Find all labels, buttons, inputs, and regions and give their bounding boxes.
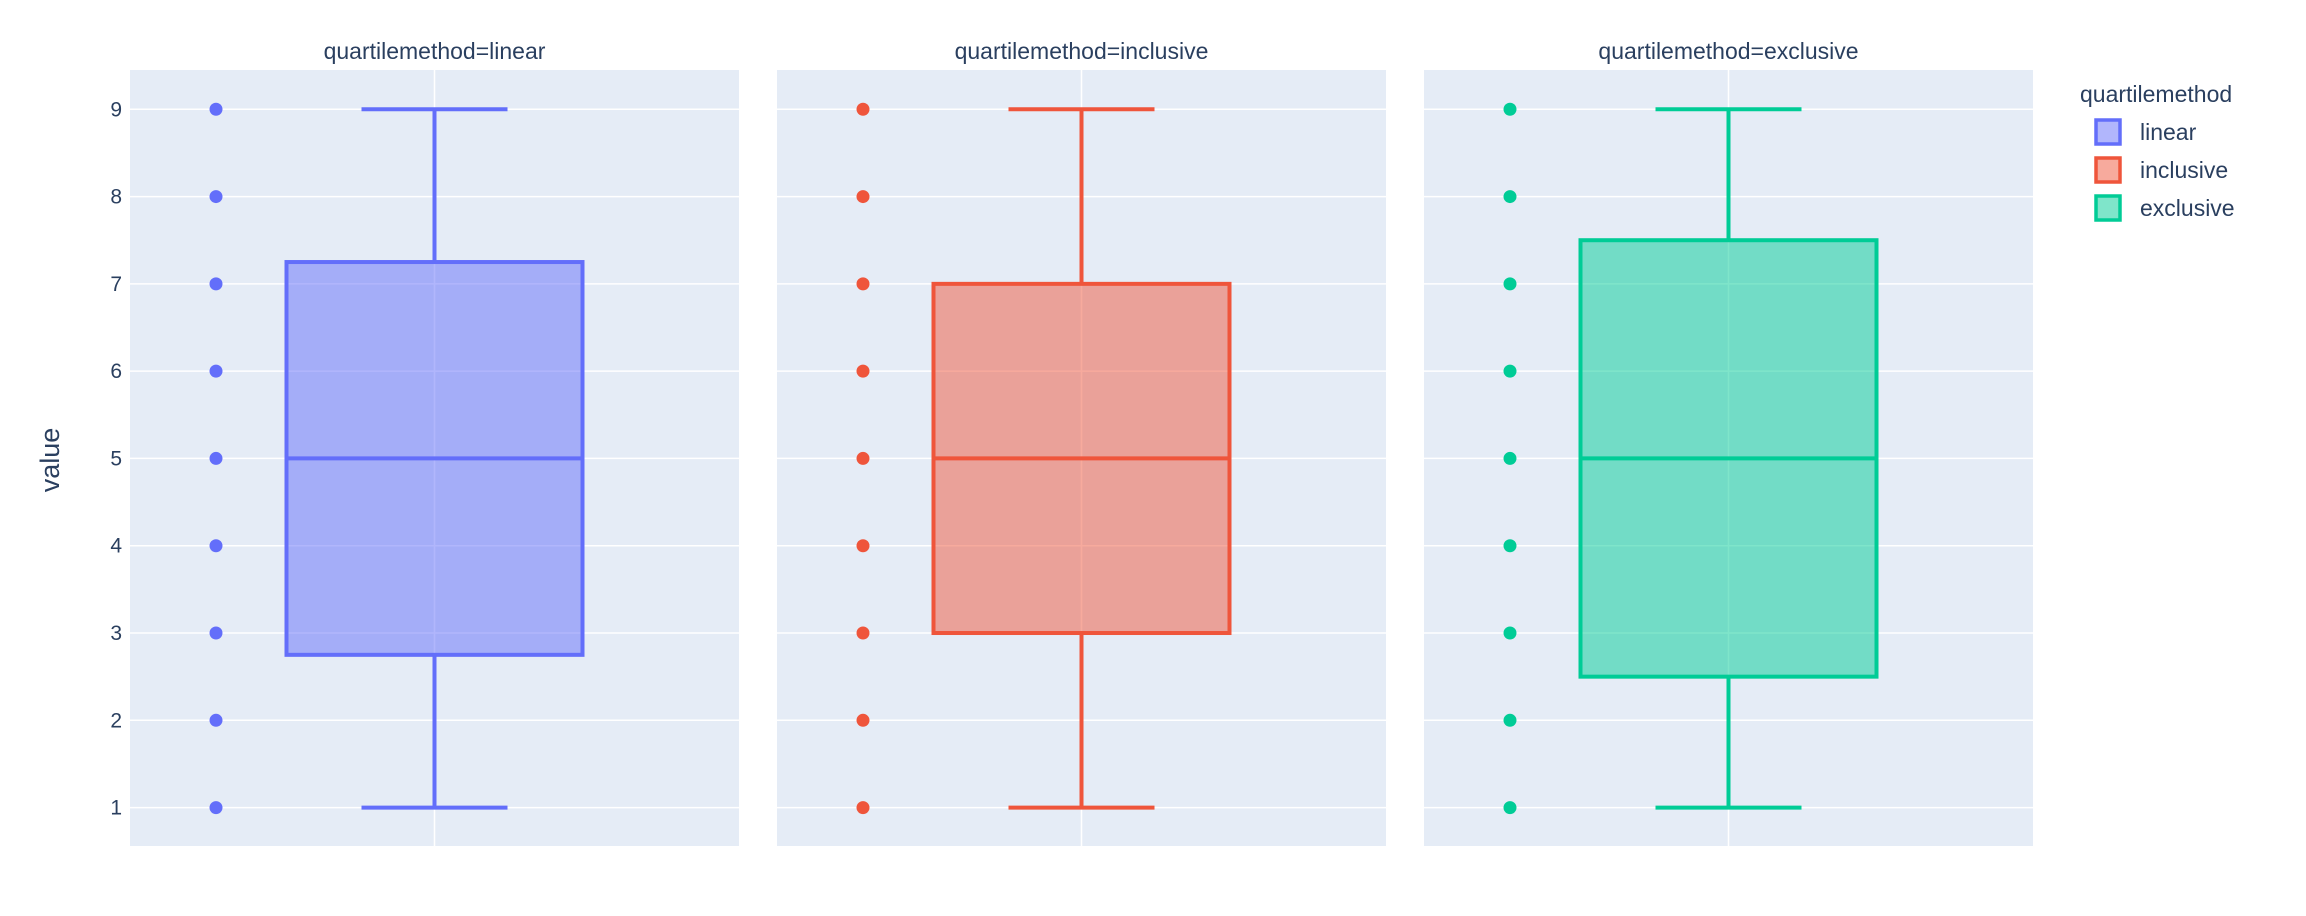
data-point[interactable] (856, 277, 870, 291)
legend-swatch (2094, 118, 2122, 146)
data-point[interactable] (856, 713, 870, 727)
legend-title: quartilemethod (2080, 81, 2232, 107)
panel-exclusive: quartilemethod=exclusive (1424, 38, 2033, 846)
data-point[interactable] (1503, 364, 1517, 378)
panel-title: quartilemethod=exclusive (1598, 38, 1858, 64)
data-point[interactable] (209, 801, 223, 815)
data-point[interactable] (856, 801, 870, 815)
panel-title: quartilemethod=inclusive (955, 38, 1209, 64)
legend[interactable]: quartilemethod linear inclusive exclusive (2080, 81, 2235, 222)
y-tick-label: 8 (110, 186, 122, 209)
data-point[interactable] (1503, 626, 1517, 640)
y-axis-label: value (35, 428, 65, 493)
data-point[interactable] (856, 626, 870, 640)
y-tick-label: 6 (110, 360, 122, 383)
y-tick-label: 4 (110, 535, 122, 558)
y-axis: 1 2 3 4 5 6 7 8 9 (110, 98, 122, 819)
y-tick-label: 7 (110, 273, 122, 296)
y-tick-label: 1 (110, 797, 122, 820)
data-point[interactable] (209, 190, 223, 204)
panels: quartilemethod=linear quartilemethod=incl… (130, 38, 2033, 846)
data-point[interactable] (856, 451, 870, 465)
y-tick-label: 2 (110, 709, 122, 732)
legend-swatch (2094, 156, 2122, 184)
legend-label: linear (2140, 119, 2197, 145)
data-point[interactable] (209, 364, 223, 378)
data-point[interactable] (1503, 539, 1517, 553)
data-point[interactable] (1503, 102, 1517, 116)
data-point[interactable] (856, 364, 870, 378)
data-point[interactable] (1503, 277, 1517, 291)
data-point[interactable] (209, 102, 223, 116)
panel-title: quartilemethod=linear (324, 38, 546, 64)
legend-label: exclusive (2140, 195, 2235, 221)
y-tick-label: 3 (110, 622, 122, 645)
panel-linear: quartilemethod=linear (130, 38, 739, 846)
data-point[interactable] (209, 451, 223, 465)
y-tick-label: 5 (110, 447, 122, 470)
data-point[interactable] (209, 277, 223, 291)
data-point[interactable] (1503, 451, 1517, 465)
data-point[interactable] (1503, 801, 1517, 815)
legend-item-linear[interactable]: linear (2094, 118, 2197, 146)
data-point[interactable] (856, 102, 870, 116)
data-point[interactable] (209, 626, 223, 640)
panel-inclusive: quartilemethod=inclusive (777, 38, 1386, 846)
legend-item-inclusive[interactable]: inclusive (2094, 156, 2228, 184)
legend-item-exclusive[interactable]: exclusive (2094, 194, 2235, 222)
y-tick-label: 9 (110, 98, 122, 121)
data-point[interactable] (856, 190, 870, 204)
data-point[interactable] (1503, 190, 1517, 204)
data-point[interactable] (1503, 713, 1517, 727)
data-point[interactable] (209, 713, 223, 727)
legend-swatch (2094, 194, 2122, 222)
data-point[interactable] (856, 539, 870, 553)
legend-label: inclusive (2140, 157, 2228, 183)
data-point[interactable] (209, 539, 223, 553)
